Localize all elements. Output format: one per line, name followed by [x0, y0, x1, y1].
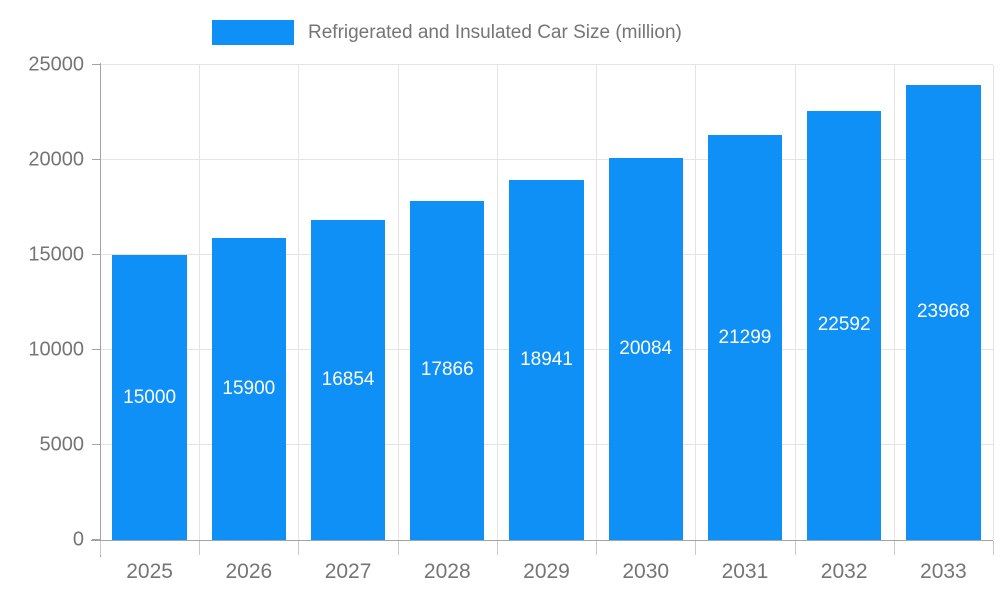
v-gridline-5 — [596, 65, 598, 540]
bar-value-label-2028: 17866 — [420, 359, 474, 381]
y-tick-label-25000: 25000 — [28, 53, 84, 76]
v-gridline-3 — [397, 65, 399, 540]
bar-value-label-2033: 23968 — [916, 301, 970, 323]
x-tick-label-2029: 2029 — [523, 560, 570, 583]
x-tick-mark-0 — [100, 541, 101, 555]
x-tick-mark-3 — [397, 541, 399, 555]
bar-value-label-2031: 21299 — [718, 326, 772, 348]
x-tick-label-2033: 2033 — [920, 560, 967, 583]
y-tick-label-15000: 15000 — [28, 243, 84, 266]
bar-value-label-2030: 20084 — [619, 338, 673, 360]
y-tick-mark-20000 — [92, 159, 100, 160]
bar-2027[interactable]: 16854 — [310, 219, 386, 540]
y-tick-mark-5000 — [92, 444, 100, 445]
plot-area: 15000 15900 16854 17866 18941 20084 21299 22592… — [100, 64, 994, 540]
x-tick-mark-9 — [993, 541, 994, 555]
x-tick-label-2026: 2026 — [225, 560, 273, 583]
bar-2029[interactable]: 18941 — [509, 180, 584, 540]
bar-2032[interactable]: 22592 — [806, 110, 882, 540]
y-tick-label-20000: 20000 — [28, 148, 84, 171]
bar-value-label-2026: 15900 — [222, 377, 276, 399]
v-gridline-9 — [993, 65, 994, 540]
v-gridline-4 — [496, 65, 498, 540]
bar-2030[interactable]: 20084 — [608, 158, 683, 540]
bar-2031[interactable]: 21299 — [707, 135, 783, 540]
x-tick-label-2027: 2027 — [324, 560, 372, 583]
bar-value-label-2032: 22592 — [817, 314, 871, 336]
bar-2025[interactable]: 15000 — [112, 255, 187, 540]
v-gridline-8 — [893, 65, 895, 540]
x-tick-label-2031: 2031 — [721, 560, 769, 583]
legend-label: Refrigerated and Insulated Car Size (mil… — [308, 21, 682, 43]
y-tick-mark-15000 — [92, 254, 100, 255]
v-gridline-1 — [199, 65, 201, 540]
x-tick-label-2032: 2032 — [820, 560, 868, 583]
x-axis-ticks — [100, 541, 994, 555]
x-tick-mark-6 — [695, 541, 697, 555]
y-tick-label-5000: 5000 — [39, 433, 85, 456]
x-tick-mark-4 — [496, 541, 498, 555]
y-tick-mark-0 — [92, 539, 100, 540]
bar-2033[interactable]: 23968 — [906, 84, 981, 540]
y-tick-mark-25000 — [92, 64, 100, 65]
bar-value-label-2027: 16854 — [321, 368, 375, 390]
legend-swatch — [212, 20, 294, 45]
legend[interactable]: Refrigerated and Insulated Car Size (mil… — [212, 20, 682, 45]
y-axis-labels: 0 5000 10000 15000 20000 25000 — [0, 54, 100, 551]
bar-2028[interactable]: 17866 — [410, 200, 485, 540]
bar-value-label-2029: 18941 — [520, 349, 573, 371]
x-tick-mark-7 — [794, 541, 796, 555]
y-axis-line — [100, 63, 101, 557]
x-tick-label-2025: 2025 — [126, 560, 173, 583]
x-tick-mark-1 — [199, 541, 201, 555]
x-axis-line — [91, 540, 993, 541]
bar-2026[interactable]: 15900 — [211, 237, 287, 540]
bar-value-label-2025: 15000 — [123, 386, 177, 408]
x-tick-mark-8 — [893, 541, 895, 555]
x-tick-mark-5 — [596, 541, 598, 555]
v-gridline-6 — [695, 65, 697, 540]
v-gridline-2 — [298, 65, 300, 540]
y-tick-mark-10000 — [92, 349, 100, 350]
x-tick-label-2028: 2028 — [423, 560, 471, 583]
h-gridline-25000 — [100, 64, 993, 65]
x-tick-mark-2 — [298, 541, 300, 555]
y-axis-ticks — [92, 64, 100, 540]
x-tick-label-2030: 2030 — [622, 560, 670, 583]
y-tick-label-10000: 10000 — [28, 338, 84, 361]
v-gridline-7 — [794, 65, 796, 540]
y-tick-label-0: 0 — [72, 528, 84, 551]
h-gridline-20000 — [100, 159, 993, 160]
x-axis-labels: 2025 2026 2027 2028 2029 2030 2031 2032 2033 — [100, 556, 993, 590]
